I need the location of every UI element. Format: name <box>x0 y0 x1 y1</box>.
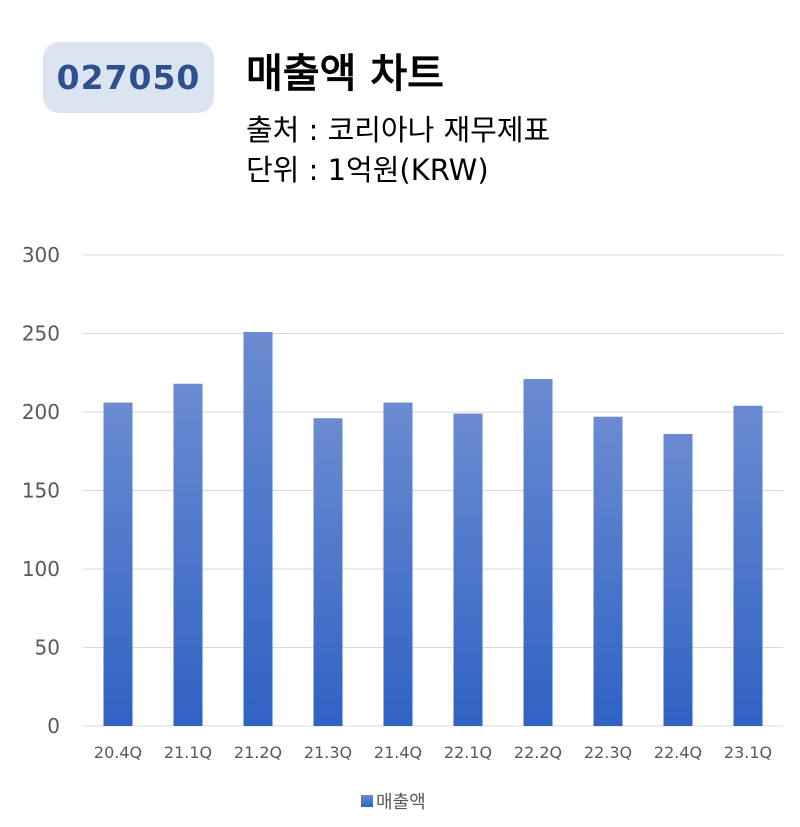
bar-21.1Q <box>173 383 203 726</box>
x-tick-label: 21.3Q <box>304 743 352 762</box>
x-tick-label: 22.4Q <box>654 743 702 762</box>
legend-label: 매출액 <box>376 792 426 813</box>
stock-code: 027050 <box>56 58 201 97</box>
y-tick-label: 0 <box>47 714 60 738</box>
y-tick-label: 50 <box>35 636 60 660</box>
x-tick-label: 21.1Q <box>164 743 212 762</box>
y-tick-label: 250 <box>22 322 60 346</box>
unit-text: 단위 : 1억원(KRW) <box>246 153 489 187</box>
bar-22.2Q <box>523 379 553 726</box>
y-axis-ticks: 0 50 100 150 200 250 300 <box>22 243 60 738</box>
chart-title: 매출액 차트 <box>246 51 444 97</box>
bar-23.1Q <box>733 405 763 726</box>
x-tick-label: 23.1Q <box>724 743 772 762</box>
source-text: 출처 : 코리아나 재무제표 <box>246 113 551 147</box>
bar-21.3Q <box>313 418 343 726</box>
stock-code-badge: 027050 <box>43 42 214 113</box>
bar-20.4Q <box>103 402 133 726</box>
y-tick-label: 300 <box>22 243 60 267</box>
bar-22.3Q <box>593 416 623 726</box>
y-tick-label: 200 <box>22 400 60 424</box>
x-tick-label: 22.3Q <box>584 743 632 762</box>
x-tick-label: 20.4Q <box>94 743 142 762</box>
bar-22.4Q <box>663 433 693 726</box>
legend: 매출액 <box>361 792 426 813</box>
x-tick-label: 22.2Q <box>514 743 562 762</box>
x-tick-label: 21.2Q <box>234 743 282 762</box>
bar-22.1Q <box>453 413 483 726</box>
y-tick-label: 100 <box>22 557 60 581</box>
x-tick-label: 22.1Q <box>444 743 492 762</box>
bars <box>103 331 763 726</box>
x-tick-label: 21.4Q <box>374 743 422 762</box>
bar-21.2Q <box>243 331 273 726</box>
bar-21.4Q <box>383 402 413 726</box>
x-axis-ticks: 20.4Q 21.1Q 21.2Q 21.3Q 21.4Q 22.1Q 22.2Q 22.3Q… <box>94 743 772 762</box>
legend-swatch <box>361 795 373 807</box>
y-tick-label: 150 <box>22 479 60 503</box>
